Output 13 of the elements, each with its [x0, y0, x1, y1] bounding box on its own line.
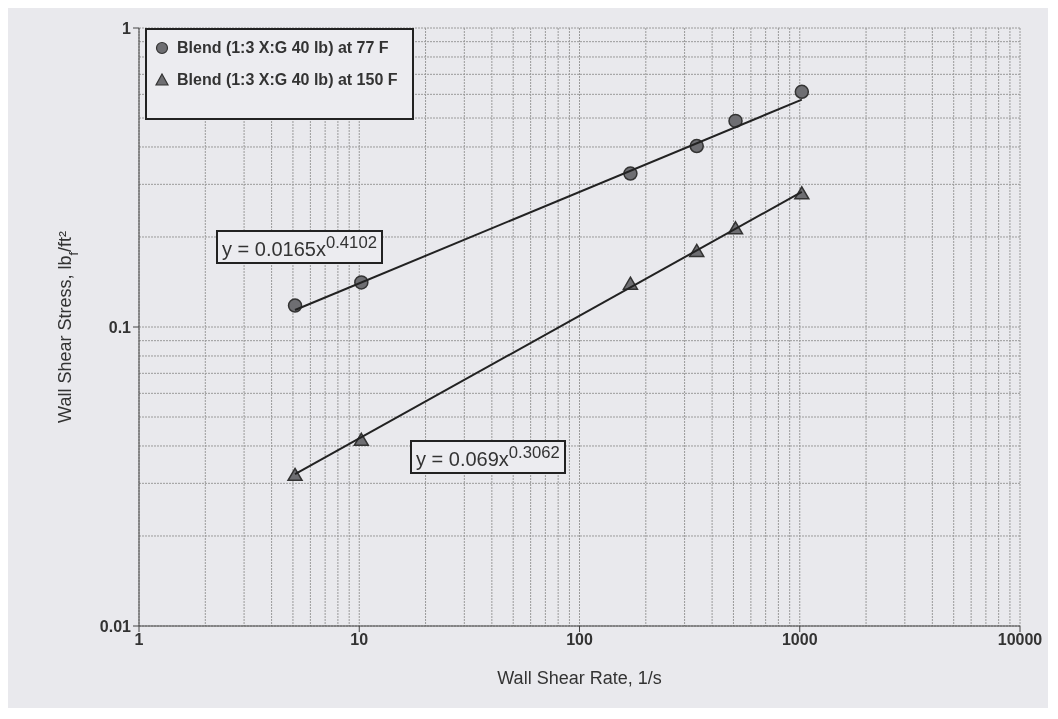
x-tick-label: 1: [134, 631, 144, 649]
legend-label: Blend (1:3 X:G 40 lb) at 77 F: [177, 38, 389, 58]
x-tick-label: 100: [566, 631, 593, 649]
x-tick-label: 1000: [781, 631, 818, 649]
annotation: y = 0.0165x$^{0.4102}$: [216, 230, 383, 264]
legend-label: Blend (1:3 X:G 40 lb) at 150 F: [177, 70, 398, 90]
x-axis-title: Wall Shear Rate, 1/s: [497, 668, 662, 688]
annotation: y = 0.069x$^{0.3062}$: [410, 440, 566, 474]
y-tick-label: 0.1: [108, 318, 132, 336]
x-tick-label: 10: [350, 631, 369, 649]
y-tick-label: 0.01: [99, 617, 132, 635]
y-tick-label: 1: [122, 19, 132, 37]
x-tick-label: 10000: [997, 631, 1043, 649]
